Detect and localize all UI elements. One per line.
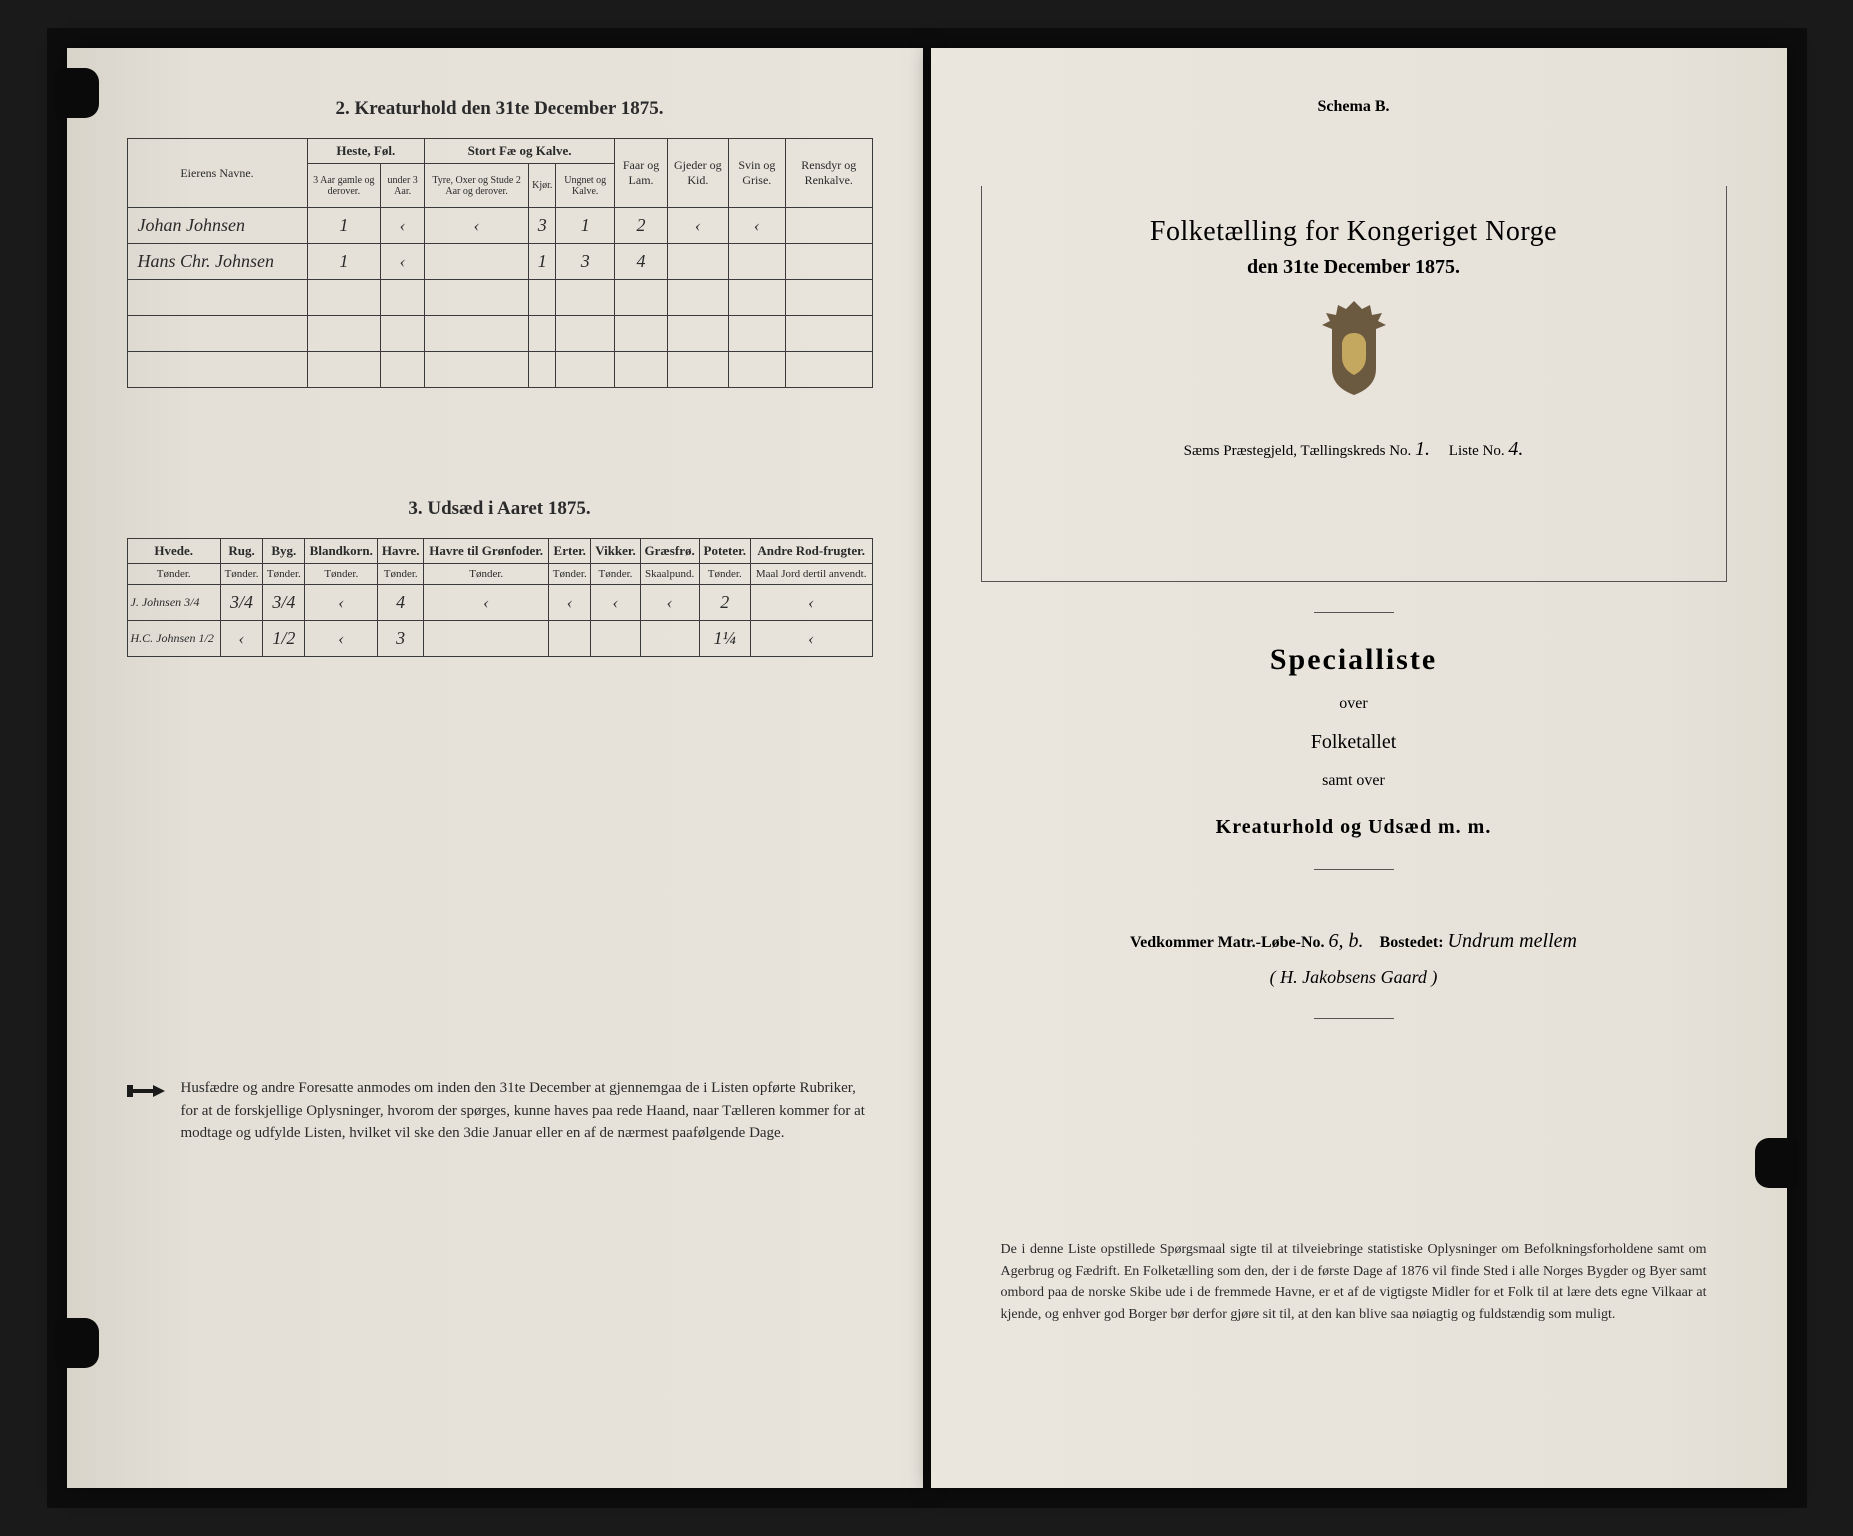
meta-line: Sæms Præstegjeld, Tællingskreds No. 1. L…: [1002, 438, 1706, 461]
col-cattle-bulls: Tyre, Oxer og Stude 2 Aar og derover.: [425, 164, 529, 208]
binder-clip: [55, 1318, 99, 1368]
col-cattle-cows: Kjør.: [529, 164, 556, 208]
footnote-text: Husfædre og andre Foresatte anmodes om i…: [181, 1077, 873, 1145]
binder-clip: [1755, 1138, 1799, 1188]
title-box: Folketælling for Kongeriget Norge den 31…: [981, 186, 1727, 582]
udsaed-table: Hvede. Rug. Byg. Blandkorn. Havre. Havre…: [127, 538, 873, 657]
col-potatoes: Poteter.: [699, 539, 750, 564]
table-row: H.C. Johnsen 1/2 ‹ 1/2 ‹ 3 1¼ ‹: [127, 621, 872, 657]
col-roots: Andre Rod-frugter.: [750, 539, 872, 564]
col-peas: Erter.: [549, 539, 591, 564]
col-oats: Havre.: [378, 539, 424, 564]
section2-title: 2. Kreaturhold den 31te December 1875.: [127, 98, 873, 120]
right-page: Schema B. Folketælling for Kongeriget No…: [931, 48, 1787, 1488]
kreatur-label: Kreaturhold og Udsæd m. m.: [981, 816, 1727, 839]
divider: [1314, 869, 1394, 870]
col-cattle-calves: Ungnet og Kalve.: [556, 164, 615, 208]
samt-label: samt over: [981, 772, 1727, 790]
specialliste-title: Specialliste: [981, 643, 1727, 677]
col-vetches: Vikker.: [591, 539, 640, 564]
census-title: Folketælling for Kongeriget Norge: [1002, 216, 1706, 248]
col-blend: Blandkorn.: [305, 539, 378, 564]
col-cattle: Stort Fæ og Kalve.: [425, 139, 615, 164]
special-block: Specialliste over Folketallet samt over …: [981, 643, 1727, 839]
folketallet-label: Folketallet: [981, 731, 1727, 754]
over-label: over: [981, 695, 1727, 713]
right-footnote: De i denne Liste opstillede Spørgsmaal s…: [981, 1239, 1727, 1326]
col-grass: Græsfrø.: [640, 539, 699, 564]
col-horses: Heste, Føl.: [307, 139, 425, 164]
col-sheep: Faar og Lam.: [615, 139, 668, 208]
table-row: [127, 316, 872, 352]
book-spread: 2. Kreaturhold den 31te December 1875. E…: [47, 28, 1807, 1508]
col-reindeer: Rensdyr og Renkalve.: [786, 139, 872, 208]
divider: [1314, 612, 1394, 613]
table-row: Hans Chr. Johnsen 1 ‹ 1 3 4: [127, 244, 872, 280]
table-row: [127, 280, 872, 316]
table-row: Johan Johnsen 1 ‹ ‹ 3 1 2 ‹ ‹: [127, 208, 872, 244]
pointing-hand-icon: [127, 1079, 167, 1103]
census-date: den 31te December 1875.: [1002, 256, 1706, 279]
coat-of-arms-icon: [1314, 299, 1394, 399]
col-horses-3: 3 Aar gamle og derover.: [307, 164, 381, 208]
bosted-sub: ( H. Jakobsens Gaard ): [981, 967, 1727, 988]
col-wheat: Hvede.: [127, 539, 220, 564]
divider: [1314, 1018, 1394, 1019]
col-pigs: Svin og Grise.: [728, 139, 785, 208]
col-barley: Byg.: [263, 539, 305, 564]
col-name: Eierens Navne.: [127, 139, 307, 208]
col-horses-u3: under 3 Aar.: [381, 164, 425, 208]
schema-label: Schema B.: [981, 98, 1727, 116]
kreaturhold-table: Eierens Navne. Heste, Føl. Stort Fæ og K…: [127, 138, 873, 388]
left-page: 2. Kreaturhold den 31te December 1875. E…: [67, 48, 923, 1488]
left-footnote: Husfædre og andre Foresatte anmodes om i…: [127, 1077, 873, 1145]
col-rye: Rug.: [220, 539, 262, 564]
section3-title: 3. Udsæd i Aaret 1875.: [127, 498, 873, 520]
table-row: [127, 352, 872, 388]
binder-clip: [55, 68, 99, 118]
col-goats: Gjeder og Kid.: [668, 139, 729, 208]
col-oats-green: Havre til Grønfoder.: [424, 539, 549, 564]
matr-line: Vedkommer Matr.-Løbe-No. 6, b. Bostedet:…: [981, 930, 1727, 953]
table-row: J. Johnsen 3/4 3/4 3/4 ‹ 4 ‹ ‹ ‹ ‹ 2 ‹: [127, 585, 872, 621]
